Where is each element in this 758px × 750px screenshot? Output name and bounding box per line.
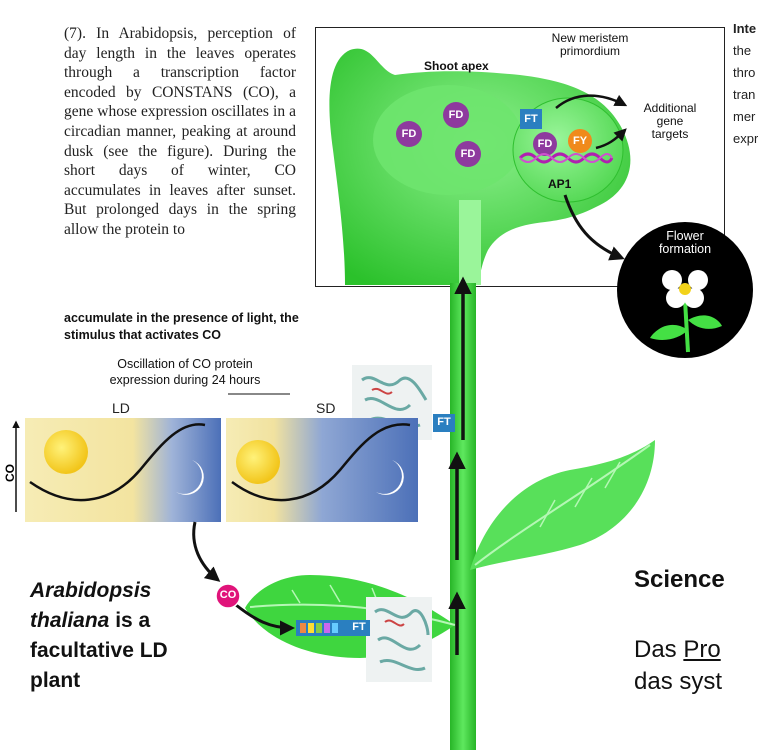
fd-label-1: FD <box>401 128 417 140</box>
right-cutoff-text: Inte the thro tran mer expr <box>733 18 758 150</box>
sd-co-curve <box>231 423 411 502</box>
ft-label-box-stem <box>433 414 455 432</box>
oscillation-title-line-1: Oscillation of CO protein <box>117 357 253 371</box>
ft-label-box-leaf <box>348 620 370 636</box>
sun-icon <box>236 440 280 484</box>
caption-line-2: thaliana is a <box>30 606 230 636</box>
ld-label: LD <box>112 400 130 416</box>
right-text-line-4: tran <box>733 87 756 102</box>
ft-protein-structure-lower <box>366 597 432 682</box>
german-line-1-link[interactable]: Pro <box>683 636 721 663</box>
ld-co-curve <box>29 423 206 502</box>
co-axis-label: CO <box>3 464 17 482</box>
caption-line-4: plant <box>30 669 81 692</box>
additional-targets-label: Additional gene targets <box>630 102 710 141</box>
flower-line-1: Flower <box>666 229 704 243</box>
new-meristem-label: New meristem primordium <box>535 32 645 58</box>
ft-to-targets-arrow <box>555 94 628 109</box>
ld-panel <box>25 418 221 522</box>
fy-to-targets-arrow <box>595 128 627 150</box>
science-heading: Science <box>634 566 725 593</box>
sd-label: SD <box>316 400 336 416</box>
article-bold-line-2: stimulus that activates CO <box>64 328 221 342</box>
oscillation-title-line-2: expression during 24 hours <box>109 373 261 387</box>
shoot-apex-shape <box>329 48 631 285</box>
german-line-2: das syst <box>634 668 723 695</box>
caption-species: thaliana <box>30 609 110 632</box>
article-paragraph: (7). In Arabidopsis, perception of day l… <box>64 25 296 238</box>
new-meristem-line-1: New meristem <box>551 31 629 45</box>
caption-line-1: Arabidopsis <box>30 579 152 602</box>
arabidopsis-caption: Arabidopsis thaliana is a facultative LD… <box>30 576 230 696</box>
ft-leaf-label: FT <box>352 621 366 633</box>
right-text-line-5: mer <box>733 109 756 124</box>
fd-circle-2 <box>443 102 469 128</box>
ld-to-co-arrow <box>192 521 221 582</box>
flower-formation-circle <box>617 222 753 358</box>
ft-label-inset: FT <box>524 113 538 125</box>
right-text-line-2: the <box>733 43 752 58</box>
upper-leaf <box>470 440 655 570</box>
fd-circle-4 <box>533 132 557 156</box>
new-meristem-line-2: primordium <box>559 44 620 58</box>
sun-icon <box>44 430 88 474</box>
caption-line-2-rest: is a <box>109 609 151 632</box>
sd-panel <box>226 418 418 522</box>
flower-line-2: formation <box>658 242 712 256</box>
right-text-line-3: thro <box>733 65 756 80</box>
ft-gene-bar <box>296 620 348 636</box>
additional-line-2: gene <box>656 114 684 128</box>
ft-box-inset <box>520 109 542 129</box>
fd-label-2: FD <box>448 109 464 121</box>
ap1-to-flower-arrow <box>563 194 625 261</box>
fd-circle-3 <box>455 141 481 167</box>
fd-circle-1 <box>396 121 422 147</box>
german-line-1-a: Das <box>634 636 684 663</box>
german-text: Das Pro das syst <box>634 634 722 698</box>
co-badge-label: CO <box>219 589 237 601</box>
right-text-line-6: expr <box>733 131 758 146</box>
fy-circle <box>568 129 592 153</box>
co-badge <box>215 583 241 609</box>
right-text-line-1: Inte <box>733 21 757 36</box>
shoot-apex-label: Shoot apex <box>424 59 489 73</box>
fd-label-4: FD <box>537 138 553 150</box>
additional-line-3: targets <box>651 127 689 141</box>
caption-line-3: facultative LD <box>30 639 168 662</box>
fd-label-3: FD <box>460 148 476 160</box>
stem-signal-arrows <box>448 276 472 655</box>
ft-stem-label: FT <box>437 416 451 428</box>
ap1-label: AP1 <box>548 177 572 191</box>
article-bold-continuation: accumulate in the presence of light, the… <box>64 310 364 344</box>
co-to-ft-arrow <box>235 603 295 636</box>
german-line-1: Das Pro <box>634 634 722 666</box>
flower-formation-label: Flower formation <box>640 230 730 256</box>
additional-line-1: Additional <box>643 101 697 115</box>
article-bold-line-1: accumulate in the presence of light, the <box>64 311 299 325</box>
fy-label: FY <box>572 135 588 147</box>
oscillation-title: Oscillation of CO protein expression dur… <box>70 356 300 388</box>
